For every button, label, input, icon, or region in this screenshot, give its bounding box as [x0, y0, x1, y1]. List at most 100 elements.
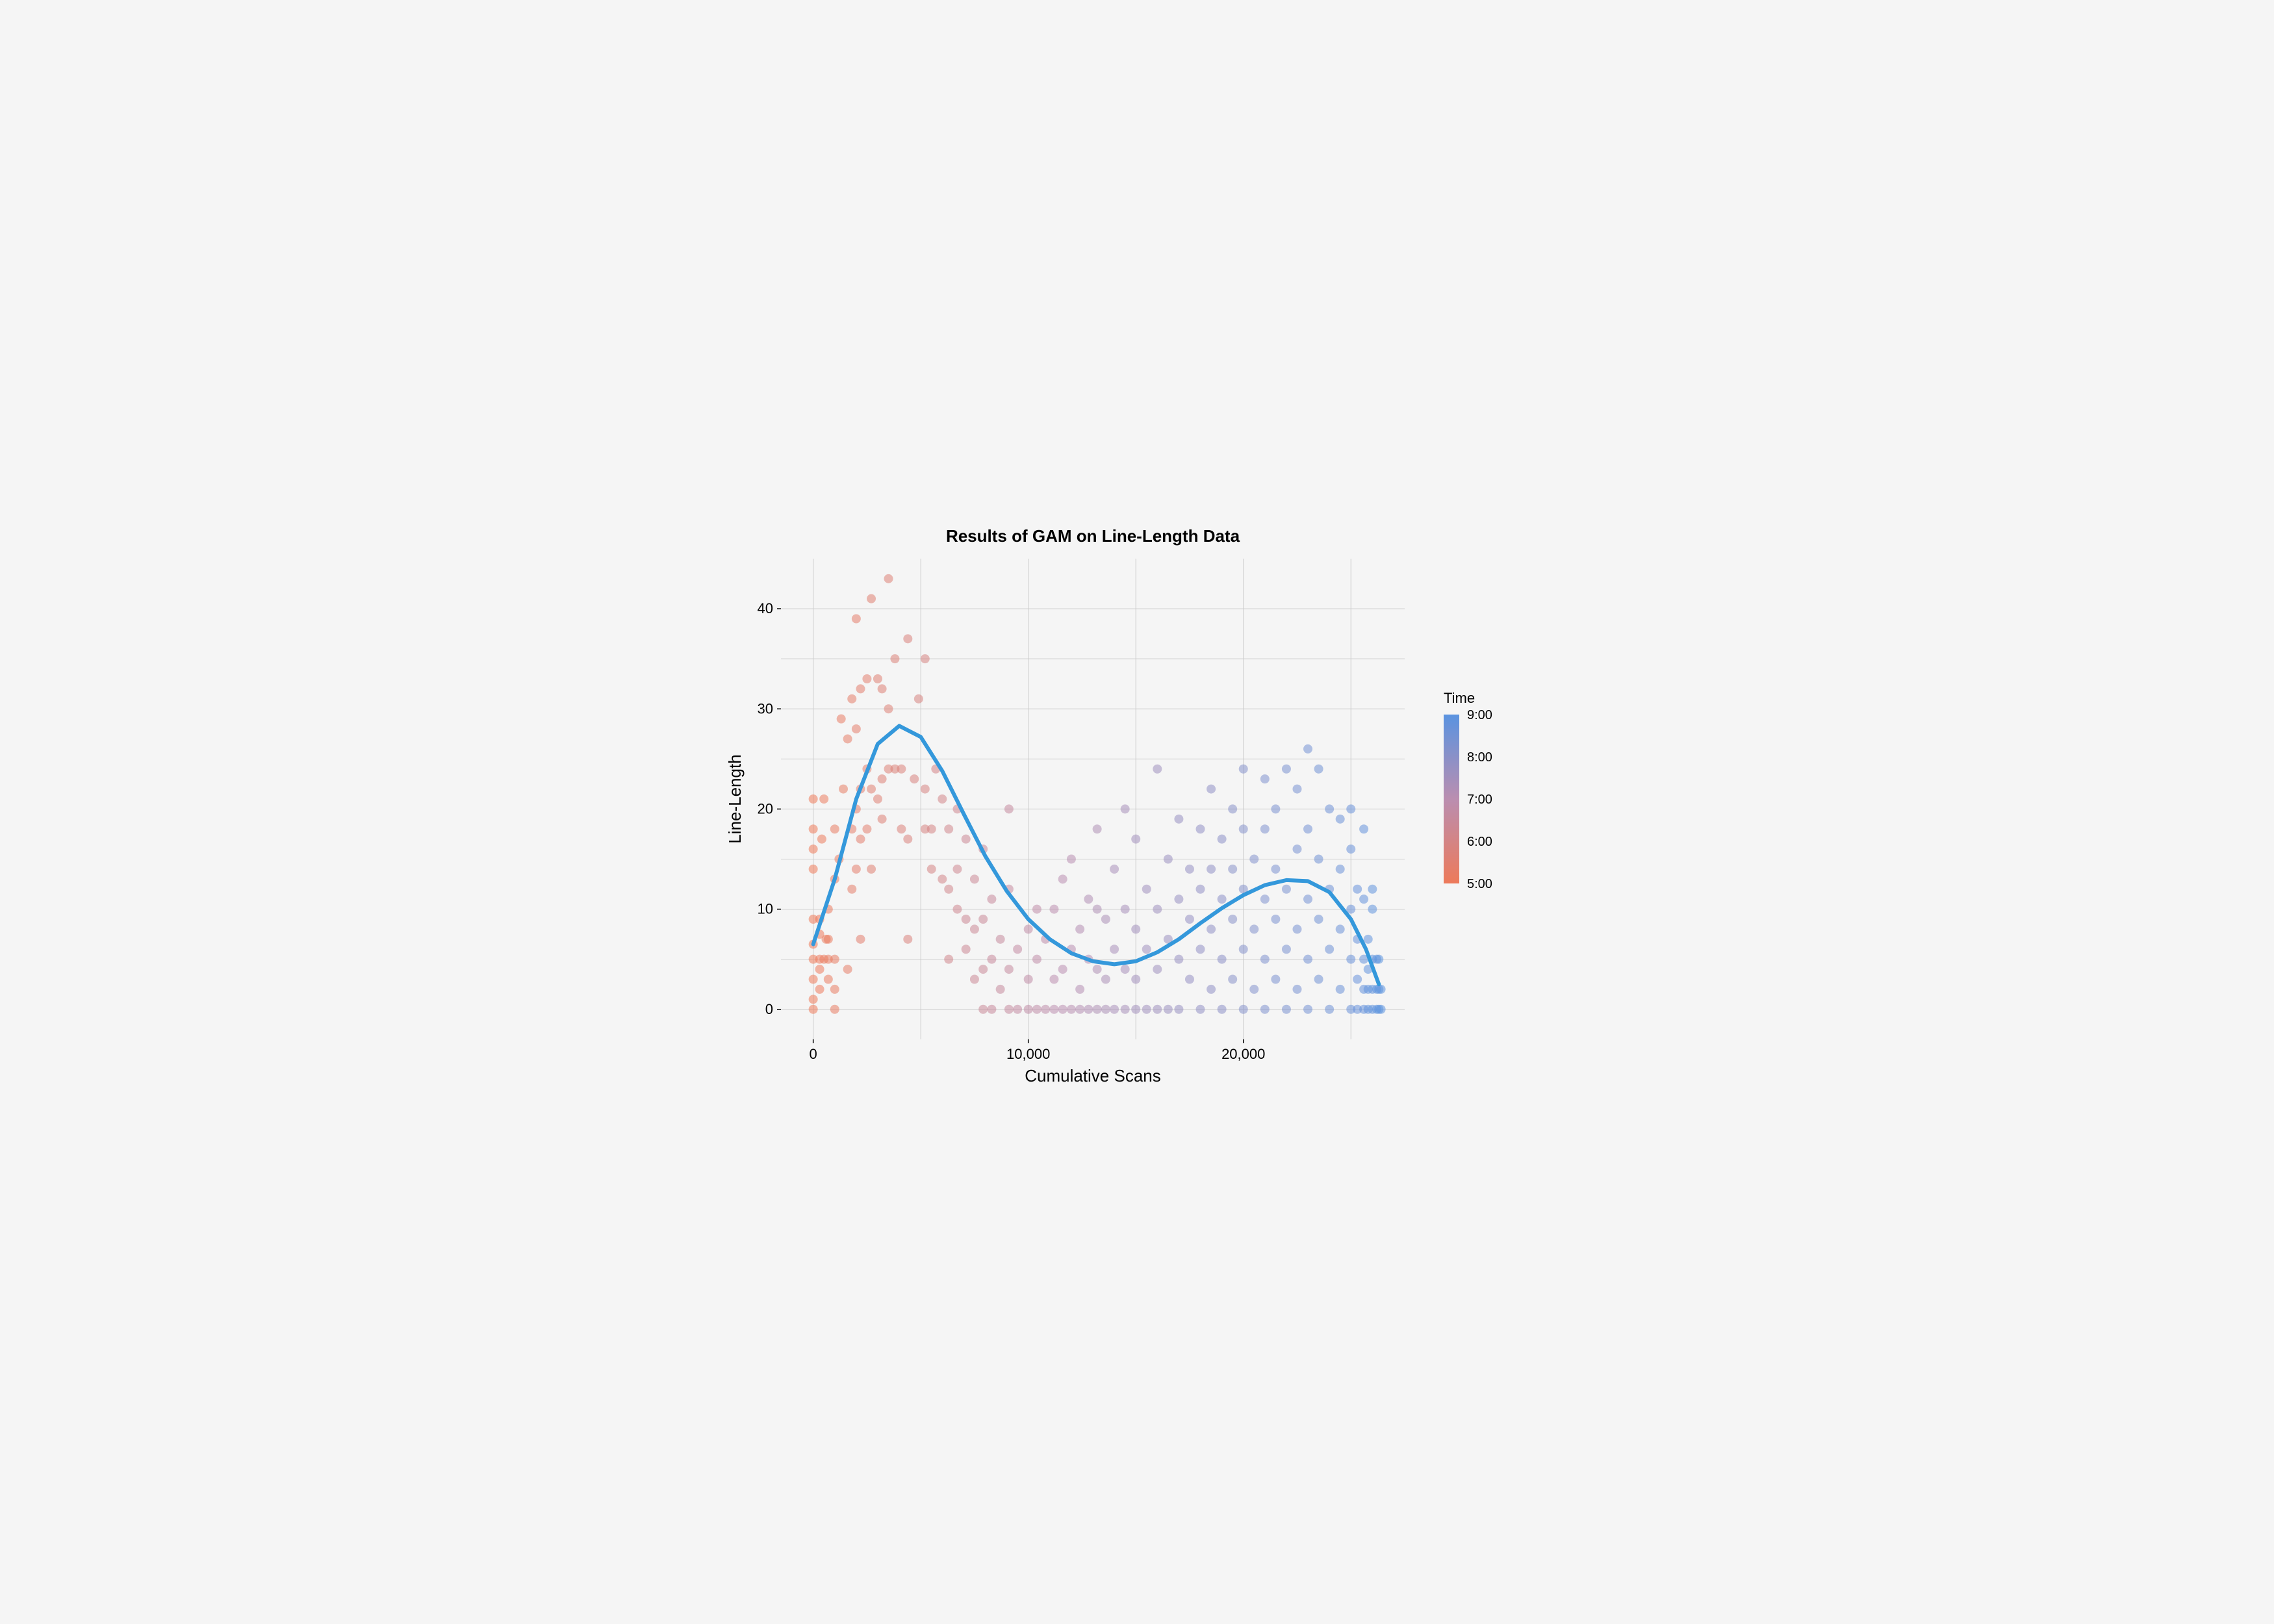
data-point: [1174, 815, 1183, 824]
data-point: [1207, 785, 1216, 794]
data-point: [1110, 865, 1119, 874]
data-point: [1023, 1005, 1032, 1014]
data-point: [1363, 935, 1372, 944]
data-point: [1249, 985, 1258, 994]
x-tick-label: 0: [809, 1046, 817, 1062]
data-point: [1314, 975, 1323, 984]
x-tick-label: 20,000: [1221, 1046, 1265, 1062]
data-point: [1049, 975, 1058, 984]
data-point: [1303, 824, 1312, 833]
data-point: [1292, 924, 1301, 933]
data-point: [1217, 955, 1226, 964]
data-point: [1032, 955, 1041, 964]
data-point: [944, 824, 953, 833]
data-point: [808, 995, 817, 1004]
data-point: [1325, 945, 1334, 954]
data-point: [1004, 1005, 1013, 1014]
data-point: [913, 694, 923, 704]
data-point: [897, 765, 906, 774]
data-point: [851, 724, 860, 733]
data-point: [830, 1005, 839, 1014]
legend-title: Time: [1444, 690, 1475, 706]
data-point: [897, 824, 906, 833]
data-point: [944, 955, 953, 964]
data-point: [1131, 1005, 1140, 1014]
y-axis-label: Line-Length: [725, 754, 745, 843]
data-point: [1228, 804, 1237, 813]
data-point: [1228, 865, 1237, 874]
data-point: [1004, 804, 1013, 813]
data-point: [995, 935, 1004, 944]
data-point: [961, 915, 970, 924]
data-point: [1376, 1005, 1385, 1014]
data-point: [1184, 915, 1194, 924]
data-point: [1101, 1005, 1110, 1014]
gam-scatter-chart: 010,00020,000010203040Cumulative ScansLi…: [716, 520, 1559, 1104]
data-point: [830, 824, 839, 833]
data-point: [856, 835, 865, 844]
data-point: [969, 874, 978, 883]
data-point: [1075, 985, 1084, 994]
data-point: [1092, 905, 1101, 914]
data-point: [1066, 1005, 1075, 1014]
data-point: [843, 965, 852, 974]
data-point: [867, 785, 876, 794]
data-point: [808, 865, 817, 874]
data-point: [1325, 1005, 1334, 1014]
data-point: [808, 1005, 817, 1014]
data-point: [1314, 765, 1323, 774]
data-point: [808, 794, 817, 804]
data-point: [952, 905, 962, 914]
data-point: [843, 735, 852, 744]
data-point: [1281, 885, 1290, 894]
data-point: [1195, 824, 1205, 833]
data-point: [847, 885, 856, 894]
data-point: [1271, 865, 1280, 874]
data-point: [1359, 894, 1368, 904]
data-point: [819, 794, 828, 804]
data-point: [1303, 1005, 1312, 1014]
data-point: [1041, 1005, 1050, 1014]
data-point: [987, 1005, 996, 1014]
data-point: [1153, 965, 1162, 974]
data-point: [808, 975, 817, 984]
data-point: [867, 594, 876, 603]
data-point: [1110, 945, 1119, 954]
data-point: [1292, 785, 1301, 794]
data-point: [1292, 844, 1301, 854]
data-point: [851, 865, 860, 874]
data-point: [1335, 985, 1344, 994]
data-point: [815, 985, 824, 994]
data-point: [836, 715, 845, 724]
data-point: [839, 785, 848, 794]
data-point: [1260, 824, 1269, 833]
data-point: [1023, 975, 1032, 984]
data-point: [817, 835, 826, 844]
data-point: [1084, 894, 1093, 904]
legend-tick-label: 8:00: [1467, 750, 1492, 765]
data-point: [903, 634, 912, 643]
data-point: [1260, 955, 1269, 964]
data-point: [1281, 1005, 1290, 1014]
data-point: [1101, 915, 1110, 924]
data-point: [920, 654, 929, 663]
data-point: [995, 985, 1004, 994]
x-tick-label: 10,000: [1006, 1046, 1050, 1062]
x-axis-label: Cumulative Scans: [1025, 1066, 1161, 1085]
data-point: [1174, 894, 1183, 904]
data-point: [1049, 905, 1058, 914]
data-point: [1120, 965, 1129, 974]
data-point: [1174, 1005, 1183, 1014]
data-point: [938, 874, 947, 883]
data-point: [1163, 855, 1172, 864]
data-point: [1303, 955, 1312, 964]
data-point: [1142, 1005, 1151, 1014]
data-point: [1238, 765, 1247, 774]
y-tick-label: 0: [765, 1001, 773, 1017]
data-point: [1249, 924, 1258, 933]
data-point: [823, 975, 832, 984]
data-point: [890, 654, 899, 663]
data-point: [808, 844, 817, 854]
data-point: [1195, 1005, 1205, 1014]
data-point: [1335, 865, 1344, 874]
